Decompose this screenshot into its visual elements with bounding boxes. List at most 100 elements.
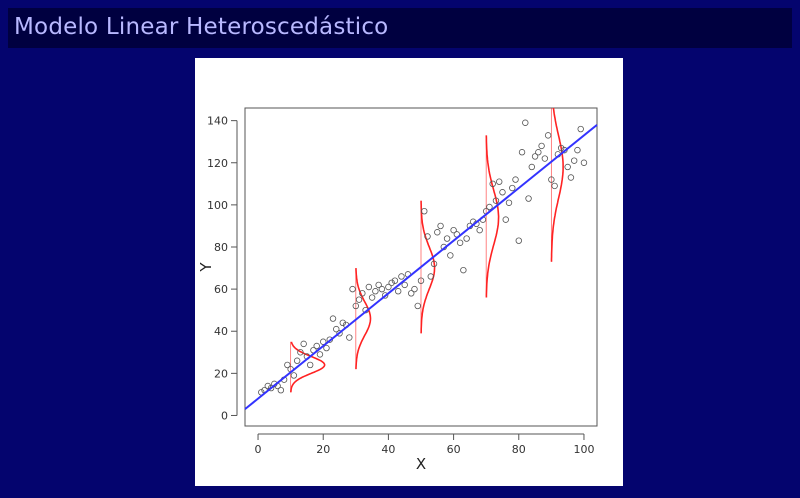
density-curve: [550, 107, 564, 262]
data-point: [512, 176, 519, 183]
data-point: [564, 163, 571, 171]
data-point: [329, 315, 337, 322]
data-point: [320, 338, 327, 345]
data-point: [414, 302, 421, 310]
y-tick-label: 60: [214, 283, 228, 296]
data-point: [408, 290, 415, 297]
data-point: [284, 361, 291, 369]
x-axis: 0 20 40 60 80 100: [255, 433, 594, 456]
plot-card: 0 20 40 60 80 100 0 20 40 60 80 100 120 140 X Y: [195, 58, 623, 486]
data-point: [570, 157, 578, 164]
y-tick-label: 140: [207, 115, 228, 128]
data-point: [385, 283, 392, 291]
data-point: [316, 351, 324, 358]
data-point: [476, 226, 483, 234]
data-point: [346, 334, 353, 341]
data-point: [538, 142, 545, 150]
data-point: [486, 203, 493, 211]
data-point: [496, 178, 503, 185]
regression-line: [244, 124, 598, 410]
plot-frame: [244, 107, 598, 427]
data-point: [509, 184, 516, 192]
data-point: [306, 361, 314, 369]
data-point: [535, 149, 542, 156]
data-point: [541, 155, 549, 162]
data-point: [290, 372, 298, 379]
data-point: [437, 222, 444, 230]
data-point: [522, 119, 529, 126]
data-point: [456, 239, 464, 246]
data-point: [424, 233, 431, 240]
data-point: [417, 277, 425, 284]
x-tick-label: 0: [255, 443, 262, 456]
data-point: [394, 288, 402, 295]
data-point: [355, 296, 363, 303]
data-point: [544, 132, 552, 139]
data-point: [372, 288, 379, 295]
y-tick-label: 0: [221, 409, 228, 422]
data-point: [567, 174, 575, 181]
data-point: [525, 195, 532, 202]
data-point: [293, 357, 301, 364]
data-point: [580, 159, 588, 166]
data-point: [505, 199, 513, 206]
y-tick-label: 120: [207, 157, 228, 170]
data-point: [401, 281, 408, 289]
data-point: [398, 273, 405, 280]
data-point: [277, 386, 285, 394]
data-point: [463, 235, 470, 242]
data-point: [443, 235, 451, 242]
data-point: [349, 285, 356, 293]
data-point: [551, 182, 558, 190]
data-point: [365, 283, 373, 291]
y-tick-label: 80: [214, 241, 228, 254]
data-point: [489, 180, 496, 188]
data-point: [378, 285, 386, 293]
data-point: [518, 149, 526, 156]
density-curve: [485, 135, 500, 298]
title-bar: [8, 8, 792, 48]
y-axis: 0 20 40 60 80 100 120 140: [207, 115, 238, 422]
data-point: [499, 189, 506, 196]
data-point: [352, 302, 360, 310]
x-tick-label: 40: [381, 443, 395, 456]
y-tick-label: 40: [214, 325, 228, 338]
data-point: [267, 384, 275, 392]
data-point: [323, 344, 330, 352]
data-point: [492, 197, 500, 204]
data-point: [368, 294, 376, 301]
data-point: [460, 266, 467, 274]
y-tick-label: 20: [214, 367, 228, 380]
data-point: [447, 252, 454, 259]
data-point: [359, 290, 366, 297]
data-point: [333, 325, 340, 333]
data-point: [336, 330, 343, 337]
data-point: [313, 342, 320, 350]
data-point: [388, 279, 395, 286]
data-point: [381, 292, 389, 299]
data-point: [502, 216, 509, 223]
x-axis-label: X: [416, 455, 426, 473]
data-point: [339, 319, 346, 327]
data-point: [297, 349, 304, 356]
density-curves: [290, 107, 564, 393]
data-point: [450, 226, 457, 234]
density-curve: [420, 200, 436, 334]
data-point: [391, 277, 399, 284]
regression-line-group: [244, 124, 598, 410]
data-points: [258, 119, 588, 396]
x-tick-label: 60: [447, 443, 461, 456]
scatter-chart: 0 20 40 60 80 100 0 20 40 60 80 100 120 140 X Y: [197, 107, 598, 473]
data-point: [434, 229, 441, 236]
data-point: [411, 285, 418, 293]
data-point: [421, 207, 428, 215]
data-point: [427, 273, 434, 280]
data-point: [515, 237, 522, 244]
slide-title: Modelo Linear Heteroscedástico: [14, 14, 389, 40]
data-point: [528, 163, 536, 171]
y-tick-label: 100: [207, 199, 228, 212]
data-point: [375, 281, 382, 289]
y-axis-label: Y: [197, 262, 215, 273]
x-tick-label: 80: [512, 443, 526, 456]
x-tick-label: 20: [316, 443, 330, 456]
